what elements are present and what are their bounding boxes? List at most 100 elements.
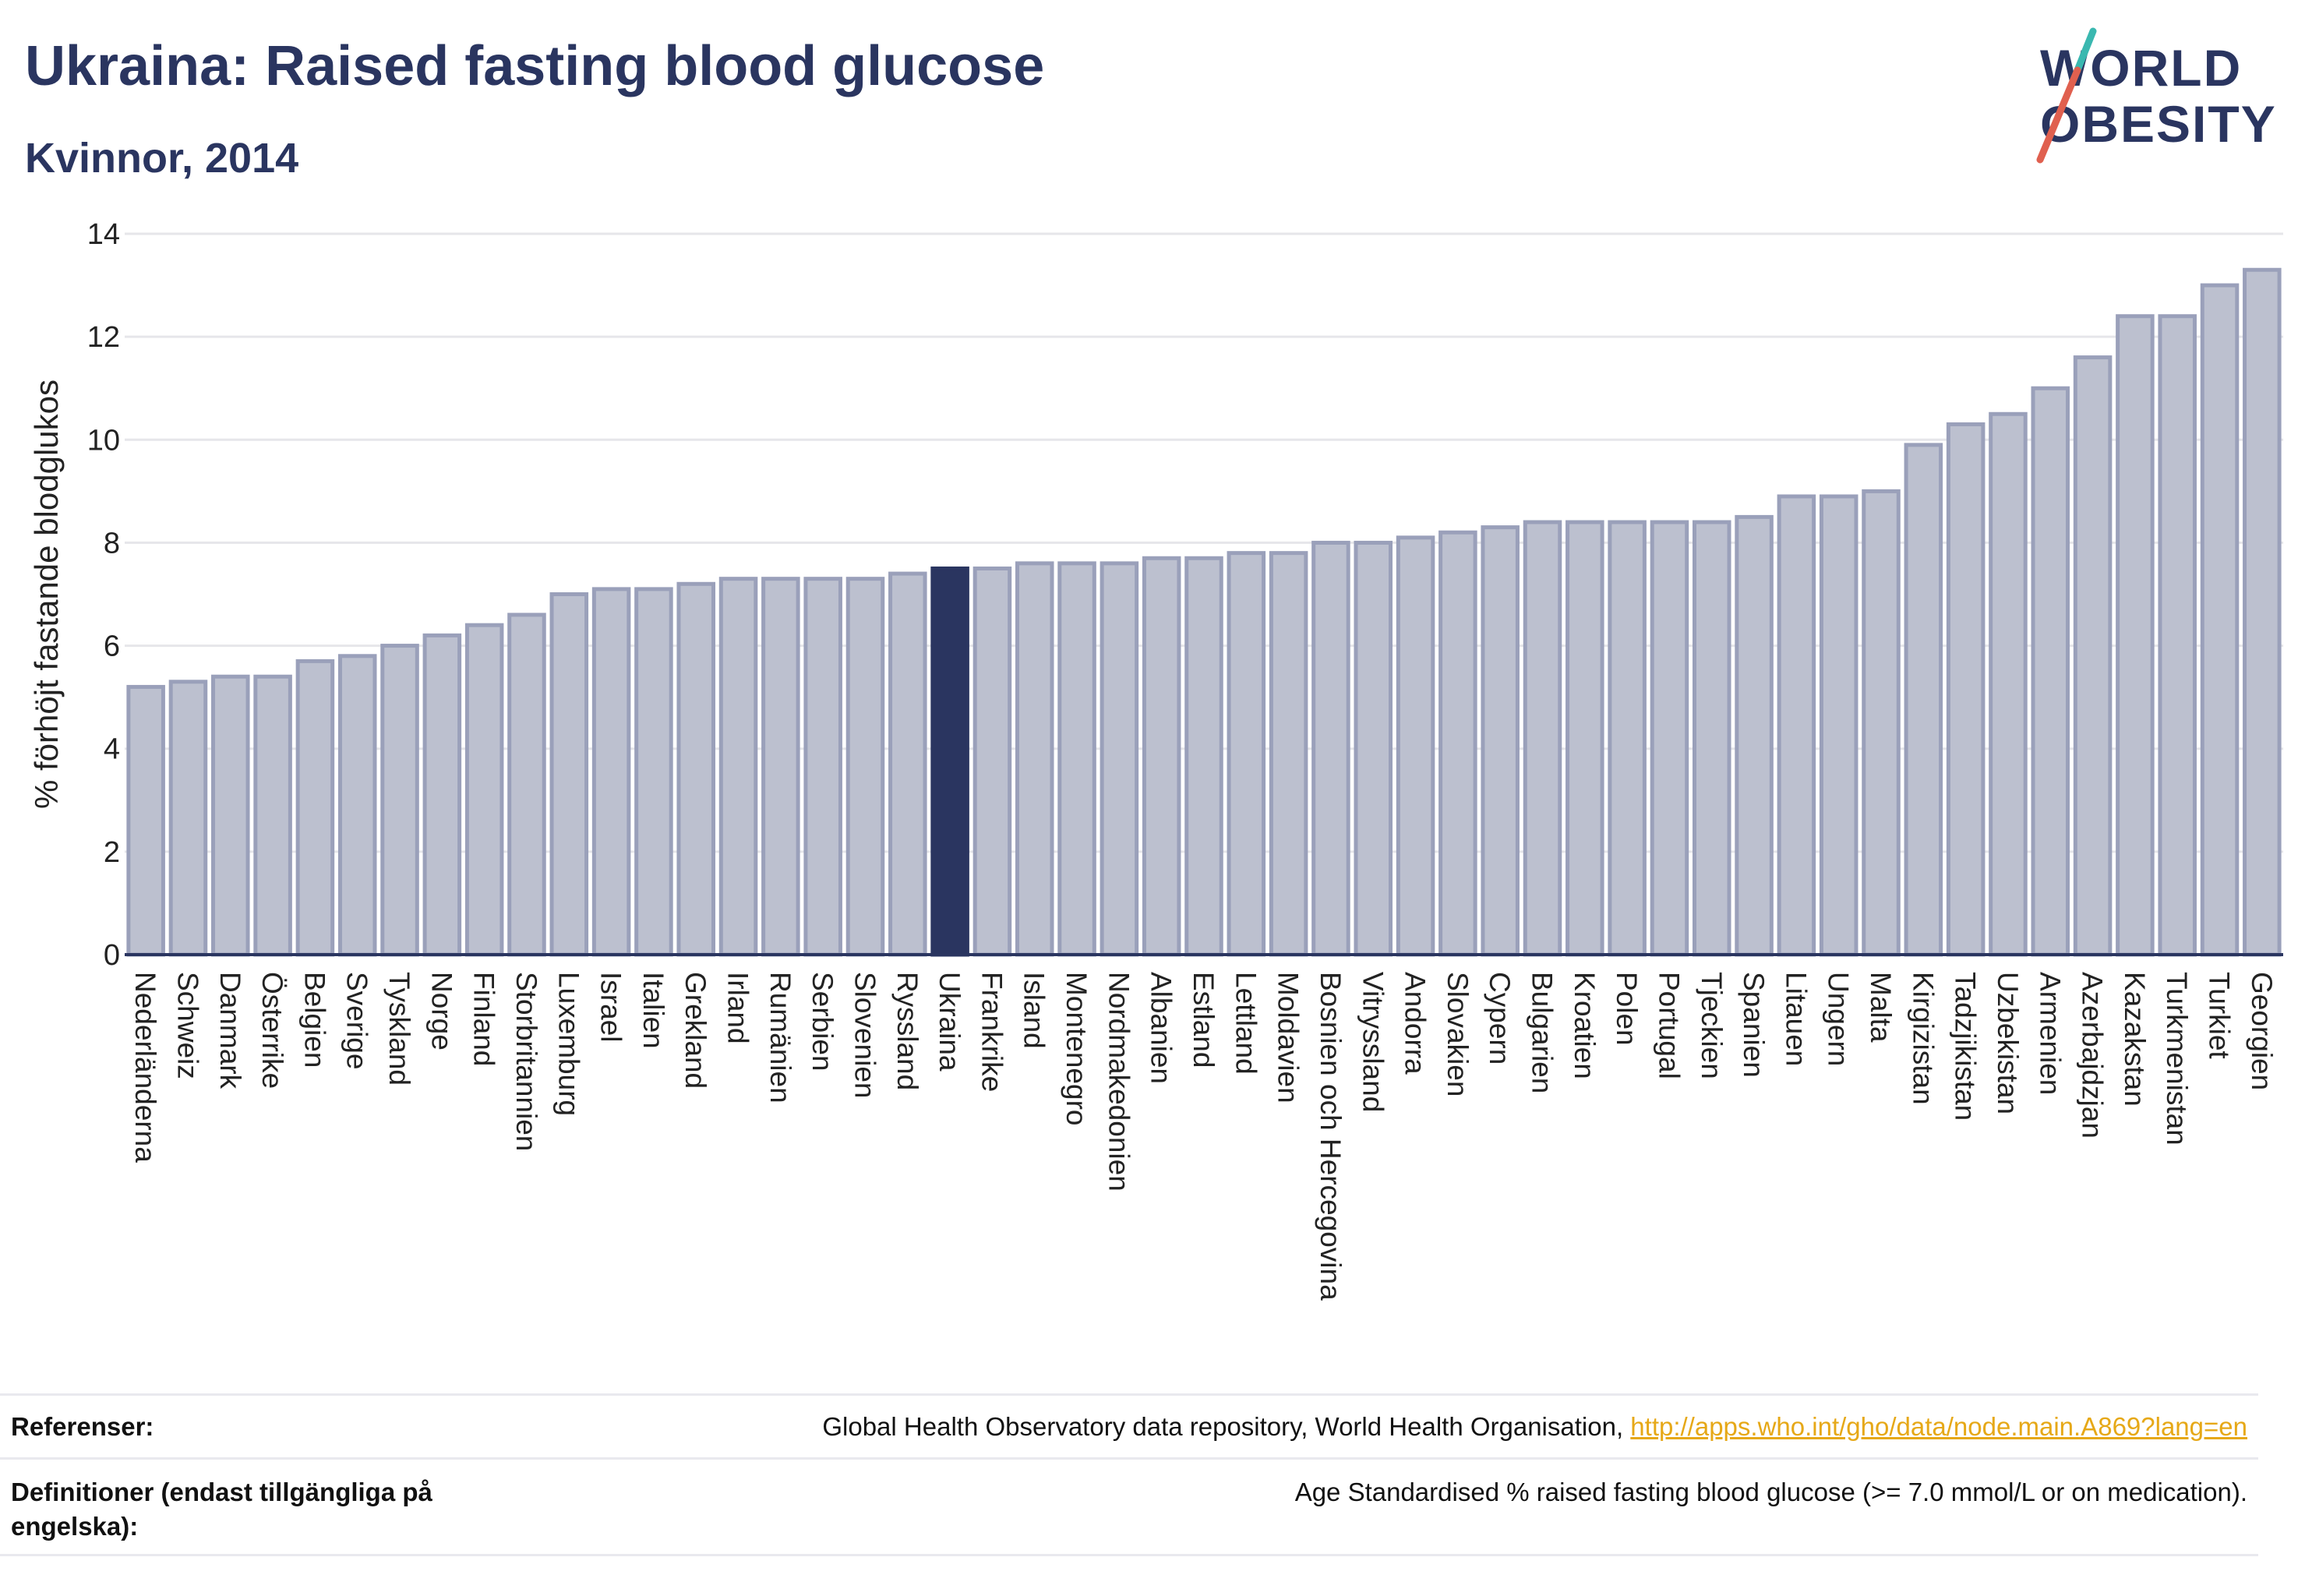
references-row: Referenser: Global Health Observatory da… <box>0 1393 2258 1460</box>
bar <box>634 587 673 957</box>
bar <box>126 684 165 957</box>
bar <box>464 623 504 957</box>
bar <box>1608 520 1647 957</box>
bar <box>845 577 885 957</box>
definitions-label: Definitioner (endast tillgängliga på eng… <box>11 1478 432 1541</box>
x-tick-label: Montenegro <box>1061 972 1092 1125</box>
bar <box>1735 514 1774 957</box>
bar <box>253 674 292 957</box>
svg-text:OBESITY: OBESITY <box>2040 95 2277 153</box>
x-tick-label: Tyskland <box>383 972 415 1086</box>
x-tick-label: Danmark <box>214 972 246 1089</box>
x-tick-label: Malta <box>1865 972 1897 1043</box>
bar <box>1354 540 1393 957</box>
bar <box>380 644 419 957</box>
page-title: Ukraina: Raised fasting blood glucose <box>25 35 1045 97</box>
x-tick-label: Litauen <box>1780 972 1812 1066</box>
x-tick-label: Albanien <box>1145 972 1177 1084</box>
bar <box>1311 540 1350 957</box>
bar <box>2031 386 2070 957</box>
bar <box>507 613 546 957</box>
definitions-value: Age Standardised % raised fasting blood … <box>1294 1478 2247 1506</box>
bar <box>2243 267 2282 957</box>
x-tick-label: Ukraina <box>934 972 965 1072</box>
bar <box>1565 520 1604 957</box>
x-tick-label: Ryssland <box>891 972 923 1090</box>
bar <box>761 577 800 957</box>
references-label: Referenser: <box>11 1412 154 1441</box>
x-tick-label: Slovenien <box>849 972 881 1099</box>
x-tick-label: Polen <box>1611 972 1643 1046</box>
x-tick-label: Turkmenistan <box>2161 972 2193 1146</box>
x-tick-label: Armenien <box>2034 972 2066 1095</box>
x-tick-label: Georgien <box>2246 972 2278 1090</box>
bar <box>2200 283 2240 957</box>
x-tick-label: Rumänien <box>764 972 796 1103</box>
bar <box>1396 535 1435 957</box>
x-tick-label: Bosnien och Hercegovina <box>1315 972 1347 1301</box>
bar <box>168 680 208 957</box>
x-tick-label: Andorra <box>1400 972 1431 1075</box>
world-obesity-logo: WORLD OBESITY <box>2036 27 2277 164</box>
x-tick-label: Azerbajdzjan <box>2077 972 2109 1139</box>
x-tick-label: Turkiet <box>2204 972 2236 1059</box>
footer-divider <box>0 1554 2258 1556</box>
x-tick-label: Slovakien <box>1442 972 1474 1096</box>
bar <box>1862 489 1901 957</box>
y-tick-label: 10 <box>87 424 120 457</box>
bar-chart: 0 2 4 6 8 10 12 14 % förhöjt fastande blodglukos… <box>28 218 2283 1301</box>
bar <box>1227 551 1266 957</box>
references-text: Global Health Observatory data repositor… <box>822 1412 1631 1441</box>
y-tick-label: 6 <box>104 630 120 663</box>
x-tick-label: Irland <box>722 972 754 1044</box>
x-tick-label: Tjeckien <box>1696 972 1728 1079</box>
y-tick-label: 12 <box>87 321 120 354</box>
bar <box>591 587 631 957</box>
x-tick-label: Nederländerna <box>129 972 161 1163</box>
bar <box>1481 525 1520 957</box>
page-subtitle: Kvinnor, 2014 <box>25 135 299 182</box>
bar <box>1692 520 1731 957</box>
x-tick-label: Island <box>1018 972 1050 1049</box>
bar <box>1184 556 1223 957</box>
bar <box>2116 314 2155 957</box>
bar <box>2158 314 2197 957</box>
bar <box>549 592 589 957</box>
x-tick-label: Kroatien <box>1569 972 1601 1079</box>
y-tick-label: 4 <box>104 733 120 766</box>
x-tick-label: Portugal <box>1653 972 1685 1079</box>
x-tick-label: Israel <box>595 972 627 1042</box>
x-tick-label: Tadzjikistan <box>1950 972 1982 1121</box>
x-tick-label: Italien <box>637 972 669 1049</box>
x-tick-label: Norge <box>425 972 457 1050</box>
bar <box>1142 556 1181 957</box>
x-tick-label: Cypern <box>1484 972 1516 1065</box>
bar <box>1015 561 1054 957</box>
bar <box>888 571 927 957</box>
x-tick-label: Grekland <box>679 972 711 1089</box>
x-tick-label: Lettland <box>1230 972 1262 1075</box>
x-tick-label: Luxemburg <box>552 972 584 1116</box>
y-tick-label: 0 <box>104 939 120 972</box>
bar <box>422 633 462 957</box>
x-tick-label: Kirgizistan <box>1907 972 1939 1105</box>
x-tick-label: Kazakstan <box>2119 972 2151 1107</box>
references-link[interactable]: http://apps.who.int/gho/data/node.main.A… <box>1630 1412 2247 1441</box>
bar <box>1819 494 1858 957</box>
x-tick-label: Sverige <box>341 972 373 1069</box>
y-axis-label: % förhöjt fastande blodglukos <box>28 380 65 809</box>
bar <box>972 566 1012 957</box>
bar <box>1269 551 1308 957</box>
x-tick-label: Storbritannien <box>510 972 542 1151</box>
x-tick-label: Belgien <box>298 972 330 1068</box>
bar <box>1989 411 2028 957</box>
x-tick-label: Estland <box>1188 972 1220 1068</box>
x-tick-label: Ungern <box>1823 972 1855 1066</box>
bar <box>2073 355 2113 957</box>
bar <box>718 577 758 957</box>
bar <box>1946 422 1986 957</box>
bar <box>1438 530 1477 957</box>
x-tick-label: Österrike <box>256 972 288 1089</box>
x-tick-label: Bulgarien <box>1527 972 1558 1093</box>
x-tick-label: Uzbekistan <box>1992 972 2024 1114</box>
